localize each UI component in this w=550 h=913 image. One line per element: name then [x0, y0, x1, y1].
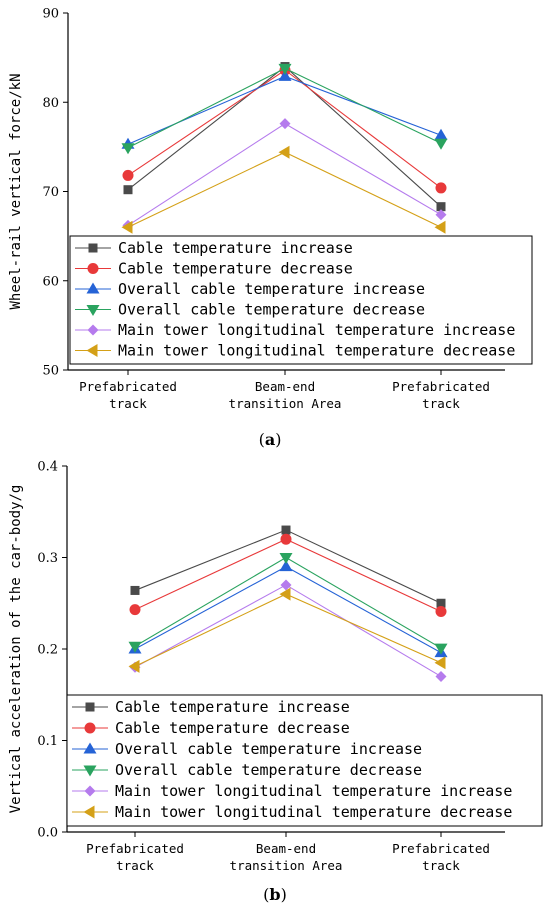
y-tick-label-a: 90 — [42, 7, 59, 22]
legend-marker-cable-temperature-increase-a — [88, 243, 98, 253]
data-point-cable-temperature-increase-b — [281, 525, 291, 535]
data-point-overall-cable-temperature-decrease-a — [278, 63, 292, 75]
panel-label-b: (b) — [263, 885, 287, 904]
legend-label-overall-cable-temperature-decrease-a: Overall cable temperature decrease — [118, 301, 425, 319]
category-label-a: Beam-end — [255, 379, 315, 394]
data-point-main-tower-longitudinal-temperature-decrease-a — [434, 220, 446, 234]
legend-marker-main-tower-longitudinal-temperature-increase-b — [84, 785, 96, 797]
legend-label-cable-temperature-increase-b: Cable temperature increase — [115, 698, 350, 716]
category-label-b: Prefabricated — [392, 841, 490, 856]
y-tick-label-b: 0.0 — [37, 826, 58, 841]
legend-label-main-tower-longitudinal-temperature-decrease-a: Main tower longitudinal temperature decr… — [118, 342, 515, 360]
data-point-cable-temperature-decrease-b — [129, 604, 141, 616]
category-label-a: Prefabricated — [392, 379, 490, 394]
y-axis-title-b: Vertical acceleration of the car-body/g — [8, 485, 24, 814]
legend-label-cable-temperature-decrease-a: Cable temperature decrease — [118, 260, 353, 278]
legend-label-overall-cable-temperature-decrease-b: Overall cable temperature decrease — [115, 761, 422, 779]
series-line-cable-temperature-decrease-b — [134, 538, 442, 612]
data-point-main-tower-longitudinal-temperature-decrease-b — [434, 656, 446, 670]
legend-label-cable-temperature-increase-a: Cable temperature increase — [118, 239, 353, 257]
data-point-overall-cable-temperature-decrease-b — [128, 641, 142, 653]
data-point-overall-cable-temperature-decrease-b — [434, 643, 448, 655]
legend-a: Cable temperature increase Cable temperat… — [69, 235, 533, 365]
category-label-b: transition Area — [230, 858, 343, 873]
legend-label-cable-temperature-decrease-b: Cable temperature decrease — [115, 719, 350, 737]
legend-label-overall-cable-temperature-increase-a: Overall cable temperature increase — [118, 280, 425, 298]
data-point-cable-temperature-decrease-b — [280, 533, 292, 545]
category-label-b: track — [116, 858, 154, 873]
category-label-a: Prefabricated — [79, 379, 177, 394]
legend-marker-overall-cable-temperature-increase-b — [83, 742, 97, 754]
legend-label-main-tower-longitudinal-temperature-increase-b: Main tower longitudinal temperature incr… — [115, 782, 512, 800]
legend-marker-cable-temperature-decrease-b — [84, 722, 96, 734]
series-line-cable-temperature-decrease-a — [127, 69, 442, 189]
category-label-b: Beam-end — [256, 841, 316, 856]
data-point-main-tower-longitudinal-temperature-increase-a — [435, 209, 447, 221]
y-tick-label-a: 70 — [42, 185, 59, 200]
data-point-main-tower-longitudinal-temperature-increase-a — [279, 118, 291, 130]
legend-marker-main-tower-longitudinal-temperature-decrease-b — [83, 805, 95, 819]
data-point-cable-temperature-decrease-a — [435, 182, 447, 194]
legend-label-main-tower-longitudinal-temperature-increase-a: Main tower longitudinal temperature incr… — [118, 321, 515, 339]
data-point-main-tower-longitudinal-temperature-decrease-a — [278, 145, 290, 159]
legend-marker-cable-temperature-increase-b — [85, 702, 95, 712]
data-point-cable-temperature-increase-a — [436, 202, 446, 212]
data-point-main-tower-longitudinal-temperature-decrease-b — [128, 659, 140, 673]
chart-panel-b: 0.0 0.1 0.2 0.3 0.4 Prefabricated track Beam-en… — [8, 460, 543, 873]
category-label-a: transition Area — [229, 396, 342, 411]
legend-marker-overall-cable-temperature-decrease-a — [86, 305, 100, 316]
data-point-cable-temperature-decrease-a — [122, 169, 134, 181]
legend-marker-cable-temperature-decrease-a — [87, 263, 99, 274]
data-point-main-tower-longitudinal-temperature-increase-b — [280, 579, 292, 591]
legend-box-b — [66, 694, 543, 827]
series-line-overall-cable-temperature-increase-a — [127, 75, 442, 145]
legend-marker-main-tower-longitudinal-temperature-increase-a — [87, 324, 99, 336]
panel-label-a: (a) — [259, 430, 282, 449]
data-point-overall-cable-temperature-decrease-a — [121, 143, 135, 155]
data-point-cable-temperature-increase-b — [130, 585, 140, 595]
y-tick-label-b: 0.1 — [37, 734, 58, 749]
y-tick-label-a: 60 — [42, 274, 59, 289]
data-point-main-tower-longitudinal-temperature-decrease-b — [279, 587, 291, 601]
data-point-overall-cable-temperature-increase-b — [279, 560, 293, 572]
legend-label-main-tower-longitudinal-temperature-decrease-b: Main tower longitudinal temperature decr… — [115, 803, 512, 821]
y-axis-title-a: Wheel-rail vertical force/kN — [8, 73, 24, 309]
y-tick-label-a: 50 — [42, 364, 59, 379]
category-label-a: track — [422, 396, 460, 411]
legend-b: Cable temperature increase Cable temperat… — [66, 694, 543, 827]
legend-label-overall-cable-temperature-increase-b: Overall cable temperature increase — [115, 740, 422, 758]
data-point-main-tower-longitudinal-temperature-increase-b — [435, 670, 447, 682]
data-point-overall-cable-temperature-decrease-a — [434, 138, 448, 150]
legend-box-a — [69, 235, 533, 365]
series-line-overall-cable-temperature-increase-b — [134, 566, 442, 654]
data-point-cable-temperature-decrease-b — [435, 605, 447, 617]
legend-marker-overall-cable-temperature-decrease-b — [83, 765, 97, 777]
data-point-cable-temperature-increase-b — [436, 598, 446, 608]
chart-panel-a: 50 60 70 80 90 Prefabricated track Beam-end tran… — [8, 7, 533, 411]
data-point-overall-cable-temperature-decrease-b — [279, 553, 293, 564]
series-line-main-tower-longitudinal-temperature-decrease-a — [127, 151, 442, 228]
legend-marker-main-tower-longitudinal-temperature-decrease-a — [86, 344, 98, 357]
y-tick-label-b: 0.2 — [37, 643, 58, 658]
data-point-overall-cable-temperature-increase-a — [278, 69, 292, 81]
series-line-cable-temperature-increase-a — [127, 65, 442, 208]
category-label-b: Prefabricated — [86, 841, 184, 856]
data-point-overall-cable-temperature-increase-a — [434, 128, 448, 140]
series-line-main-tower-longitudinal-temperature-decrease-b — [134, 593, 442, 667]
y-tick-label-b: 0.3 — [37, 551, 58, 566]
legend-marker-overall-cable-temperature-increase-a — [86, 282, 100, 294]
data-point-main-tower-longitudinal-temperature-decrease-a — [121, 220, 133, 234]
y-tick-label-a: 80 — [42, 96, 59, 111]
y-tick-label-b: 0.4 — [37, 460, 58, 475]
data-point-cable-temperature-increase-a — [123, 185, 133, 195]
category-label-a: track — [109, 396, 147, 411]
category-label-b: track — [422, 858, 460, 873]
series-line-main-tower-longitudinal-temperature-increase-a — [127, 123, 442, 226]
